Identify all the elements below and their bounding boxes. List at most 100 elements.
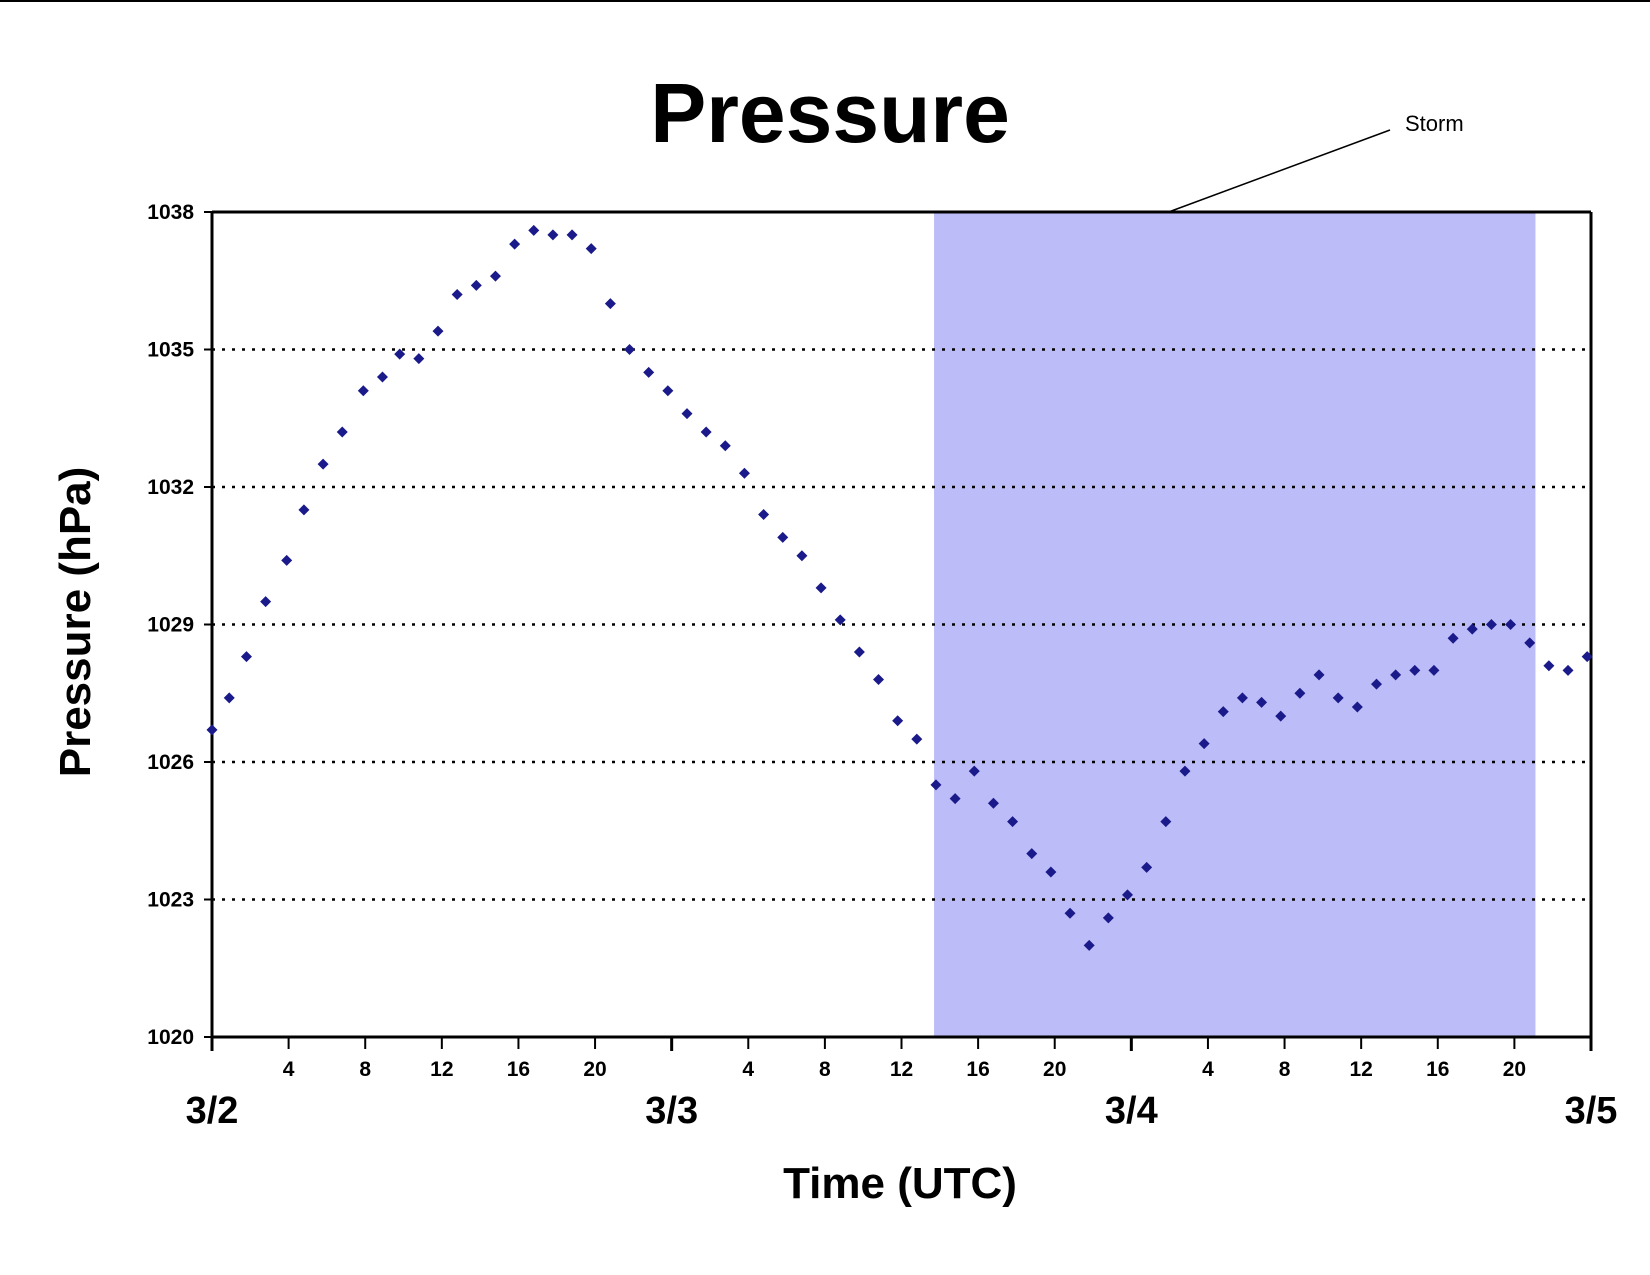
y-tick-label: 1020 [147, 1026, 194, 1049]
x-tick-label: 16 [1426, 1058, 1449, 1081]
data-point [1064, 907, 1076, 919]
x-tick-label: 8 [1279, 1058, 1291, 1081]
data-point [1485, 619, 1497, 630]
data-point [336, 426, 348, 438]
data-point [566, 229, 578, 241]
data-point [298, 504, 310, 516]
data-point [1102, 912, 1114, 924]
data-points [206, 224, 1593, 951]
x-tick-label: 4 [1202, 1058, 1214, 1081]
x-tick-label: 12 [890, 1058, 913, 1081]
y-tick-label: 1038 [147, 201, 194, 224]
data-point [1505, 619, 1517, 630]
data-point [509, 238, 521, 250]
data-point [1409, 664, 1421, 676]
chart-title: Pressure [650, 66, 1010, 160]
data-point [1466, 623, 1478, 635]
data-point [1198, 738, 1210, 750]
data-point [758, 509, 770, 520]
x-tick-label: 4 [742, 1058, 754, 1081]
data-point [604, 298, 616, 310]
data-point [1026, 848, 1038, 860]
data-point [662, 385, 674, 397]
data-point [413, 353, 425, 365]
y-tick-label: 1032 [147, 476, 194, 499]
data-point [1083, 939, 1095, 951]
data-point [719, 440, 731, 452]
data-point [1524, 637, 1536, 649]
data-point [1236, 692, 1248, 704]
axes: 1020 1023 1026 1029 1032 1035 1038 4 8 12 16 20 4 8 12… [147, 201, 1617, 1132]
data-point [643, 366, 655, 378]
data-point [1217, 706, 1229, 718]
x-tick-label: 16 [507, 1058, 530, 1081]
data-point [700, 426, 712, 438]
data-point [281, 554, 293, 566]
data-point [1313, 669, 1325, 681]
data-point [585, 243, 597, 255]
x-date-label: 3/4 [1105, 1090, 1158, 1132]
data-point [777, 531, 789, 543]
data-point [1562, 664, 1574, 676]
data-point [911, 733, 923, 745]
data-point [1294, 687, 1306, 699]
x-tick-label: 20 [1503, 1058, 1526, 1081]
x-date-label: 3/2 [186, 1090, 239, 1132]
data-point [1581, 651, 1593, 663]
data-point [949, 793, 961, 805]
data-point [1332, 692, 1344, 704]
data-point [394, 348, 406, 360]
annotations: Storm [1168, 111, 1464, 213]
data-point [317, 458, 329, 470]
data-point [1428, 664, 1440, 676]
x-tick-label: 8 [359, 1058, 371, 1081]
data-point [873, 674, 885, 685]
data-point [260, 596, 272, 608]
data-point [1141, 861, 1153, 873]
data-point [1122, 889, 1134, 901]
storm-annotation-label: Storm [1405, 111, 1464, 136]
x-tick-label: 16 [966, 1058, 989, 1081]
data-point [1447, 632, 1459, 644]
data-point [1007, 816, 1019, 828]
x-tick-label: 4 [283, 1058, 295, 1081]
data-point [987, 797, 999, 809]
data-point [1256, 696, 1268, 708]
data-point [1351, 701, 1363, 713]
y-tick-label: 1026 [147, 751, 194, 774]
y-tick-label: 1035 [147, 339, 194, 362]
x-tick-label: 12 [1349, 1058, 1372, 1081]
data-point [1275, 710, 1287, 722]
y-tick-label: 1023 [147, 889, 194, 912]
storm-leader-line [1168, 129, 1391, 213]
data-point [930, 779, 942, 791]
data-point [1370, 678, 1382, 690]
x-tick-label: 20 [583, 1058, 606, 1081]
data-point [1045, 866, 1057, 878]
x-tick-label: 8 [819, 1058, 831, 1081]
data-point [376, 371, 388, 383]
x-axis-title: Time (UTC) [783, 1159, 1017, 1208]
data-point [547, 229, 559, 241]
data-point [796, 550, 808, 562]
x-date-label: 3/5 [1565, 1090, 1618, 1132]
data-point [853, 646, 865, 658]
data-point [432, 325, 444, 337]
x-tick-label: 20 [1043, 1058, 1066, 1081]
data-point [1179, 765, 1191, 777]
data-point [1160, 816, 1172, 828]
data-point [968, 765, 980, 777]
data-point [815, 582, 827, 594]
x-tick-label: 12 [430, 1058, 453, 1081]
data-point [451, 289, 463, 300]
data-point [470, 279, 482, 291]
data-point [528, 224, 540, 236]
data-point [206, 724, 218, 736]
data-point [1390, 669, 1402, 681]
data-point [357, 385, 369, 397]
data-point [834, 614, 846, 626]
data-point [223, 692, 235, 704]
data-point [892, 715, 904, 727]
data-point [738, 467, 750, 479]
